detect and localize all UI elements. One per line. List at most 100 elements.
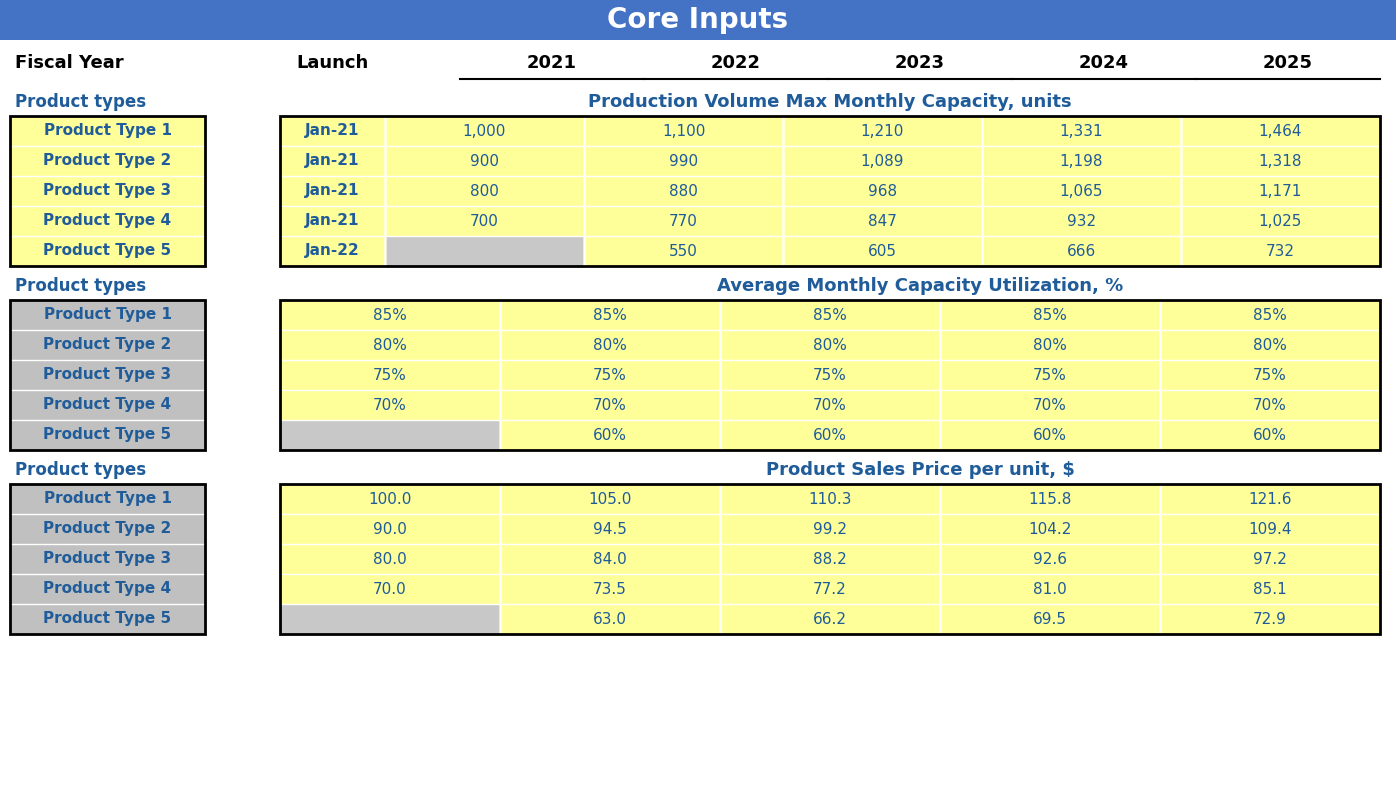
Text: 1,089: 1,089 <box>861 153 905 168</box>
Bar <box>783 176 981 206</box>
Bar <box>584 176 783 206</box>
Text: 70%: 70% <box>373 398 408 413</box>
Text: 77.2: 77.2 <box>812 582 847 597</box>
Text: Product Type 5: Product Type 5 <box>43 244 172 259</box>
Text: Product Type 4: Product Type 4 <box>43 398 172 413</box>
Bar <box>10 484 205 634</box>
Bar <box>720 604 940 634</box>
Bar <box>10 484 205 634</box>
Bar <box>1160 360 1381 390</box>
Bar <box>281 300 500 330</box>
Text: 80%: 80% <box>373 337 408 352</box>
Bar <box>281 300 1381 450</box>
Text: Jan-22: Jan-22 <box>306 244 360 259</box>
Bar <box>500 420 720 450</box>
Bar <box>500 390 720 420</box>
Bar <box>720 360 940 390</box>
Bar <box>281 146 385 176</box>
Bar <box>281 330 500 360</box>
Bar <box>981 206 1181 236</box>
Text: 666: 666 <box>1067 244 1096 259</box>
Text: 81.0: 81.0 <box>1033 582 1067 597</box>
Text: 990: 990 <box>669 153 698 168</box>
Bar <box>720 420 940 450</box>
Text: 60%: 60% <box>593 428 627 443</box>
Bar <box>281 116 1381 266</box>
Text: Jan-21: Jan-21 <box>306 214 360 229</box>
Bar <box>940 574 1160 604</box>
Text: 80%: 80% <box>593 337 627 352</box>
Bar <box>940 330 1160 360</box>
Bar <box>281 604 500 634</box>
Bar <box>940 360 1160 390</box>
Text: Product Type 4: Product Type 4 <box>43 582 172 597</box>
Bar <box>281 116 1381 266</box>
Bar <box>500 604 720 634</box>
Bar <box>940 484 1160 514</box>
Bar <box>940 300 1160 330</box>
Text: 84.0: 84.0 <box>593 552 627 567</box>
Text: 66.2: 66.2 <box>812 612 847 626</box>
Bar <box>281 176 385 206</box>
Text: 80%: 80% <box>1033 337 1067 352</box>
Text: 2023: 2023 <box>895 54 945 72</box>
Text: 605: 605 <box>868 244 898 259</box>
Text: 900: 900 <box>470 153 498 168</box>
Text: Product Type 4: Product Type 4 <box>43 214 172 229</box>
Text: 75%: 75% <box>812 368 847 383</box>
Text: Product Type 1: Product Type 1 <box>43 123 172 138</box>
Bar <box>1181 206 1381 236</box>
Bar <box>720 300 940 330</box>
Bar <box>720 514 940 544</box>
Bar <box>0 0 1396 40</box>
Bar <box>385 236 584 266</box>
Text: 60%: 60% <box>812 428 847 443</box>
Bar <box>720 390 940 420</box>
Text: 85%: 85% <box>812 307 847 322</box>
Text: 932: 932 <box>1067 214 1096 229</box>
Text: Average Monthly Capacity Utilization, %: Average Monthly Capacity Utilization, % <box>718 277 1124 295</box>
Text: Fiscal Year: Fiscal Year <box>15 54 124 72</box>
Text: Jan-21: Jan-21 <box>306 153 360 168</box>
Bar <box>584 236 783 266</box>
Bar <box>1181 176 1381 206</box>
Text: Product Type 3: Product Type 3 <box>43 552 172 567</box>
Text: 60%: 60% <box>1254 428 1287 443</box>
Text: 1,464: 1,464 <box>1259 123 1302 138</box>
Bar <box>1160 390 1381 420</box>
Text: 63.0: 63.0 <box>593 612 627 626</box>
Bar <box>500 544 720 574</box>
Bar <box>281 484 1381 634</box>
Text: 75%: 75% <box>1033 368 1067 383</box>
Text: 732: 732 <box>1266 244 1295 259</box>
Bar <box>981 236 1181 266</box>
Bar <box>281 514 500 544</box>
Bar <box>584 206 783 236</box>
Text: 880: 880 <box>669 183 698 199</box>
Bar <box>783 206 981 236</box>
Bar <box>720 544 940 574</box>
Text: Jan-21: Jan-21 <box>306 183 360 199</box>
Bar <box>281 206 385 236</box>
Bar <box>940 604 1160 634</box>
Text: 2022: 2022 <box>711 54 761 72</box>
Text: 847: 847 <box>868 214 898 229</box>
Text: Product Type 1: Product Type 1 <box>43 307 172 322</box>
Bar <box>1181 146 1381 176</box>
Bar <box>500 574 720 604</box>
Text: 70%: 70% <box>593 398 627 413</box>
Text: 75%: 75% <box>1254 368 1287 383</box>
Bar <box>783 146 981 176</box>
Text: 69.5: 69.5 <box>1033 612 1067 626</box>
Text: Product Type 2: Product Type 2 <box>43 153 172 168</box>
Text: 700: 700 <box>470 214 498 229</box>
Bar <box>500 330 720 360</box>
Text: 2021: 2021 <box>528 54 577 72</box>
Text: 80%: 80% <box>812 337 847 352</box>
Text: 115.8: 115.8 <box>1029 491 1072 506</box>
Text: 94.5: 94.5 <box>593 521 627 537</box>
Text: 80.0: 80.0 <box>373 552 406 567</box>
Bar <box>500 360 720 390</box>
Text: 1,025: 1,025 <box>1259 214 1302 229</box>
Text: 99.2: 99.2 <box>812 521 847 537</box>
